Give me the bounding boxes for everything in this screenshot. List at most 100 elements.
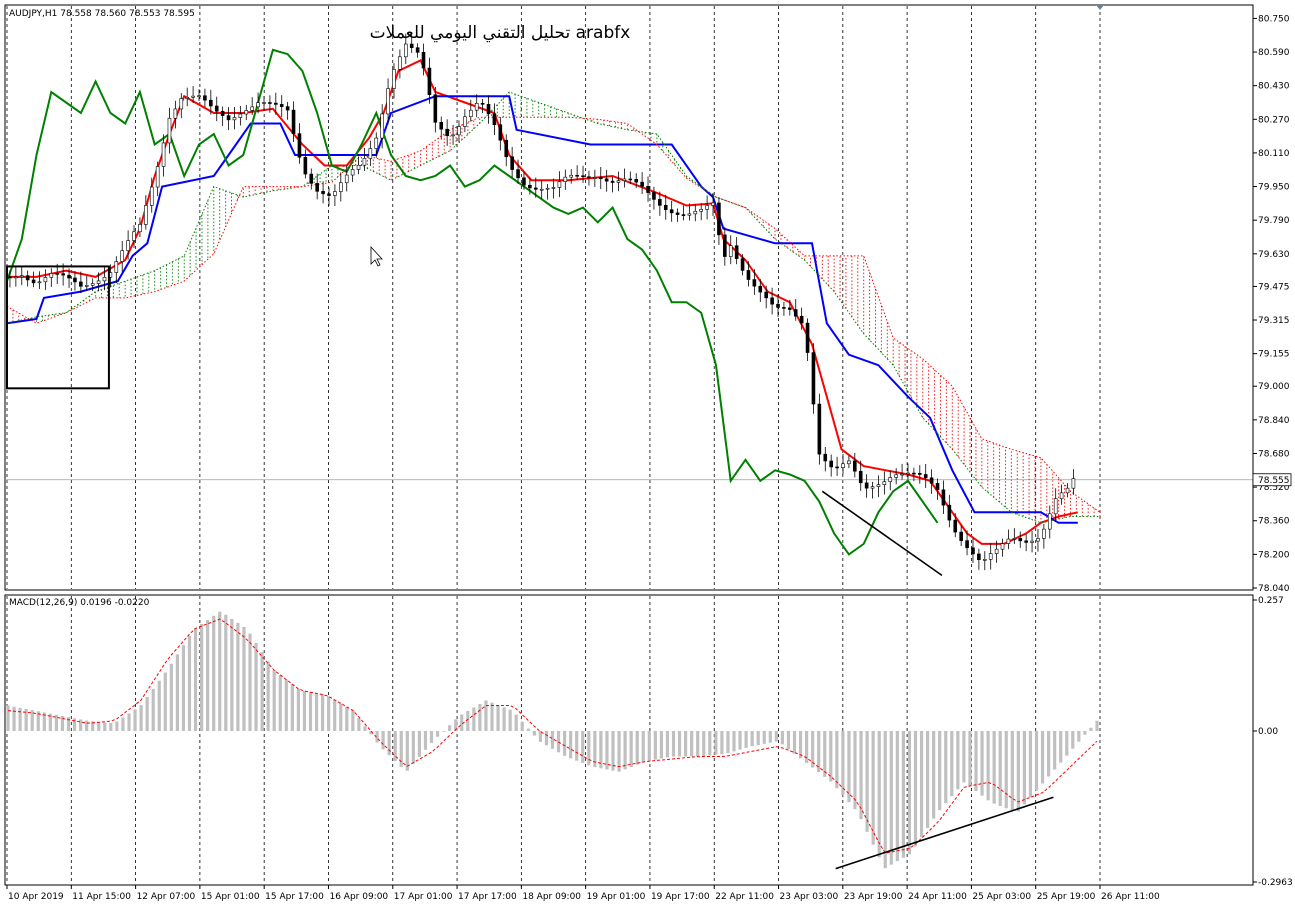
macd-bar bbox=[442, 730, 446, 732]
macd-bar bbox=[200, 623, 204, 731]
y-tick-label: 80.590 bbox=[1258, 48, 1290, 58]
candle-body bbox=[740, 258, 745, 271]
macd-bar bbox=[696, 730, 700, 757]
candle-body bbox=[504, 139, 509, 158]
candle-body bbox=[84, 285, 89, 287]
candle-body bbox=[445, 128, 449, 136]
macd-bar bbox=[212, 615, 216, 731]
macd-bar bbox=[308, 692, 313, 731]
macd-bar bbox=[206, 619, 210, 731]
macd-bar bbox=[744, 730, 748, 748]
y-tick-label: 79.475 bbox=[1258, 282, 1290, 292]
macd-bar bbox=[296, 688, 300, 731]
macd-bar bbox=[895, 730, 899, 862]
macd-bar bbox=[103, 722, 107, 731]
candle-body bbox=[1024, 540, 1028, 543]
macd-bar bbox=[974, 730, 978, 792]
price-panel[interactable] bbox=[4, 4, 1254, 591]
macd-bar bbox=[435, 730, 440, 737]
candle-body bbox=[823, 453, 828, 462]
candle-body bbox=[321, 191, 325, 195]
macd-bar bbox=[85, 720, 89, 731]
macd-bar bbox=[889, 730, 893, 865]
macd-bar bbox=[956, 730, 960, 790]
candle-body bbox=[244, 110, 249, 115]
macd-bar bbox=[163, 672, 167, 731]
macd-bar bbox=[786, 730, 791, 749]
candle-body bbox=[817, 403, 822, 455]
candle-body bbox=[853, 460, 857, 472]
macd-bar bbox=[175, 654, 179, 731]
candle-body bbox=[179, 98, 184, 110]
macd-bar bbox=[145, 696, 149, 731]
macd-bar bbox=[187, 635, 192, 731]
macd-bar bbox=[66, 717, 71, 731]
candle-body bbox=[250, 106, 254, 111]
candle-body bbox=[1065, 487, 1070, 494]
candle-body bbox=[864, 482, 869, 489]
candle-body bbox=[953, 519, 958, 533]
candle-body bbox=[510, 156, 514, 170]
candle-body bbox=[711, 202, 715, 206]
macd-bar bbox=[387, 730, 391, 756]
macd-bar bbox=[290, 684, 294, 731]
macd-bar bbox=[871, 730, 875, 845]
macd-bar bbox=[629, 730, 633, 768]
macd-bar bbox=[254, 642, 258, 731]
candle-body bbox=[167, 117, 172, 144]
candle-body bbox=[728, 245, 733, 257]
macd-bar bbox=[321, 694, 325, 731]
candle-body bbox=[693, 210, 698, 215]
macd-bar bbox=[623, 730, 627, 770]
macd-bar bbox=[1077, 730, 1081, 742]
candle-body bbox=[315, 183, 319, 192]
macd-bar bbox=[375, 730, 379, 743]
candle-body bbox=[734, 245, 739, 259]
macd-bar bbox=[883, 730, 887, 869]
macd-bar bbox=[1016, 730, 1020, 812]
macd-bar bbox=[127, 713, 131, 731]
candle-body bbox=[746, 270, 751, 280]
y-tick-label: 0.00 bbox=[1258, 727, 1278, 737]
macd-bar bbox=[593, 730, 597, 768]
candle-body bbox=[669, 209, 674, 214]
candle-body bbox=[894, 474, 898, 478]
x-tick-label: 25 Apr 03:00 bbox=[972, 892, 1031, 902]
macd-bar bbox=[54, 714, 58, 731]
candle-body bbox=[421, 52, 426, 69]
candle-body bbox=[533, 187, 538, 190]
macd-bar bbox=[865, 730, 869, 832]
candle-body bbox=[214, 105, 219, 112]
dropdown-icon[interactable] bbox=[1096, 5, 1104, 10]
candle-body bbox=[149, 186, 154, 206]
candle-body bbox=[918, 472, 922, 475]
macd-bar bbox=[260, 652, 264, 731]
candlesticks bbox=[8, 33, 1076, 571]
candle-body bbox=[764, 291, 768, 299]
macd-bar bbox=[79, 719, 83, 731]
macd-panel[interactable] bbox=[4, 594, 1254, 886]
y-tick-label: 79.790 bbox=[1258, 216, 1290, 226]
current-price-box bbox=[1252, 473, 1292, 487]
y-tick-label: 79.950 bbox=[1258, 183, 1290, 193]
macd-bar bbox=[181, 645, 186, 731]
candle-body bbox=[634, 179, 639, 183]
macd-bar bbox=[798, 730, 803, 759]
candle-body bbox=[114, 261, 119, 273]
candle-body bbox=[185, 96, 189, 99]
candle-body bbox=[965, 540, 969, 549]
macd-bar bbox=[647, 730, 651, 761]
macd-bar bbox=[97, 721, 101, 731]
candle-body bbox=[628, 178, 633, 181]
macd-bar bbox=[514, 714, 518, 731]
x-tick-label: 15 Apr 01:00 bbox=[201, 892, 260, 902]
macd-bar bbox=[490, 702, 494, 731]
candle-body bbox=[888, 477, 893, 483]
macd-bar bbox=[998, 730, 1002, 806]
candle-body bbox=[545, 187, 550, 190]
macd-bar bbox=[115, 721, 119, 731]
candle-body bbox=[79, 281, 83, 287]
macd-bar bbox=[726, 730, 730, 754]
macd-bar bbox=[750, 730, 754, 747]
macd-bar bbox=[635, 730, 639, 765]
